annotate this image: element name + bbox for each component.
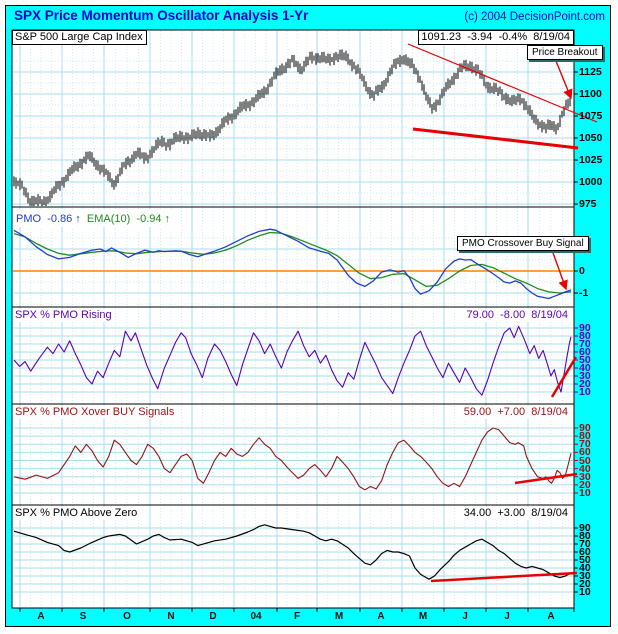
x-month-label: S [79,611,87,622]
x-month-label: J [462,611,468,622]
abovezero-panel-label: SPX % PMO Above Zero [13,507,141,520]
abovezero-quote: 34.00 +3.00 8/19/04 [461,507,571,520]
xover-panel-label: SPX % PMO Xover BUY Signals [13,406,178,419]
y-tick-label: 20 [579,378,591,390]
y-tick-label: 1025 [579,154,603,166]
y-tick-label: 60 [579,346,591,358]
y-tick-label: 90 [579,522,591,534]
y-tick-label: 1100 [579,88,602,100]
y-tick-label: 1000 [579,176,603,188]
pmo-legend-pmo: PMO -0.86 ↑ [16,213,81,225]
y-tick-label: 70 [579,538,591,550]
y-tick-label: 975 [579,198,597,210]
y-tick-label: -1 [579,287,589,299]
price-breakout-callout: Price Breakout [527,45,603,60]
x-month-label: F [293,611,301,622]
y-tick-label: 1075 [579,110,603,122]
y-tick-label: 70 [579,438,591,450]
y-tick-label: 30 [579,471,591,483]
y-tick-label: 30 [579,370,591,382]
y-tick-label: 10 [579,386,591,398]
y-tick-label: 50 [579,354,591,366]
y-tick-label: 40 [579,562,591,574]
y-tick-label: 80 [579,330,591,342]
y-tick-label: 50 [579,455,591,467]
y-tick-label: 50 [579,554,591,566]
pmo-legend-ema: EMA(10) -0.94 ↑ [86,213,171,225]
y-tick-label: 10 [579,487,591,499]
x-month-label: A [377,611,385,622]
pmo-legend: PMO -0.86 ↑ EMA(10) -0.94 ↑ [13,209,174,227]
x-month-label: 04 [250,611,262,622]
y-tick-label: 0 [579,265,585,277]
y-tick-label: 20 [579,578,591,590]
y-tick-label: 1050 [579,132,603,144]
rising-panel-label: SPX % PMO Rising [13,309,115,322]
y-tick-label: 30 [579,570,591,582]
y-tick-label: 60 [579,446,591,458]
xover-quote: 59.00 +7.00 8/19/04 [461,406,571,419]
y-tick-label: 80 [579,530,591,542]
x-month-label: D [209,611,217,622]
x-month-label: N [167,611,175,622]
x-month-label: M [418,611,428,622]
copyright-text: (c) 2004 DecisionPoint.com [464,11,605,23]
y-tick-label: 80 [579,430,591,442]
rising-quote: 79.00 -8.00 8/19/04 [464,309,571,322]
y-tick-label: 20 [579,479,591,491]
y-tick-label: 60 [579,546,591,558]
x-month-label: M [334,611,344,622]
x-month-label: A [37,611,45,622]
x-month-label: O [123,611,131,622]
x-month-label: A [547,611,555,622]
y-tick-label: 10 [579,586,591,598]
pmo-crossover-callout: PMO Crossover Buy Signal [457,236,589,251]
y-tick-label: 90 [579,322,591,334]
price-quote: 1091.23 -3.94 -0.4% 8/19/04 [418,30,574,45]
y-tick-label: 1125 [579,66,602,78]
y-tick-label: 40 [579,362,591,374]
y-tick-label: 40 [579,463,591,475]
price-panel-label: S&P 500 Large Cap Index [12,30,147,45]
page-title: SPX Price Momentum Oscillator Analysis 1… [14,8,309,23]
y-tick-label: 90 [579,422,591,434]
x-month-label: J [504,611,510,622]
y-tick-label: 70 [579,338,591,350]
